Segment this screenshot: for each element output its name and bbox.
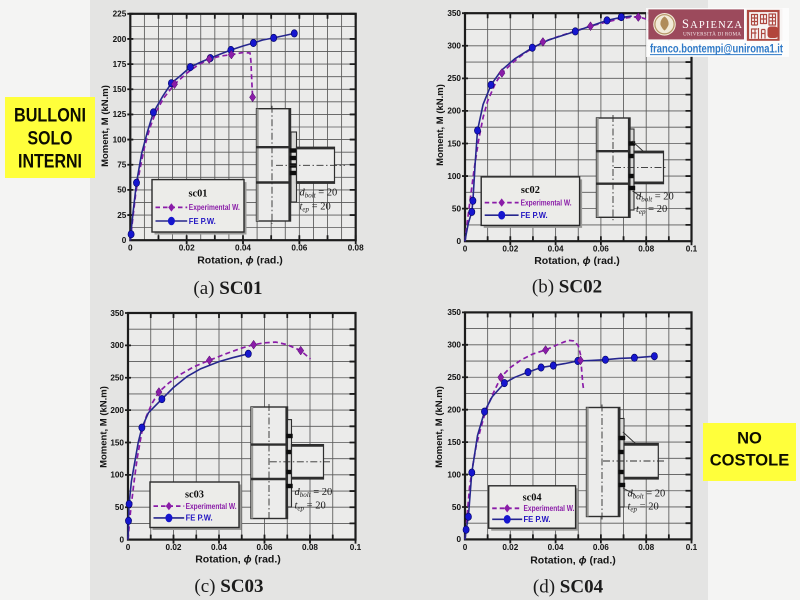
- svg-text:225: 225: [113, 10, 127, 19]
- svg-text:0.08: 0.08: [348, 244, 364, 253]
- svg-text:0: 0: [456, 237, 461, 246]
- svg-text:250: 250: [447, 74, 461, 83]
- svg-text:0: 0: [456, 535, 461, 544]
- svg-text:100: 100: [447, 470, 461, 479]
- svg-text:sc04: sc04: [523, 491, 542, 503]
- svg-text:100: 100: [110, 471, 124, 480]
- svg-text:(c) SC03: (c) SC03: [194, 576, 263, 597]
- svg-text:75: 75: [117, 161, 127, 170]
- svg-text:0: 0: [119, 535, 124, 544]
- svg-text:Rotation, ϕ (rad.): Rotation, ϕ (rad.): [530, 555, 616, 567]
- svg-text:250: 250: [447, 373, 461, 382]
- svg-text:Moment, M (kN.m): Moment, M (kN.m): [435, 84, 446, 166]
- svg-text:25: 25: [117, 211, 127, 220]
- svg-text:FE P.W.: FE P.W.: [521, 210, 548, 220]
- svg-text:0.1: 0.1: [686, 245, 698, 254]
- svg-text:350: 350: [447, 9, 461, 18]
- svg-text:0: 0: [463, 245, 468, 254]
- svg-text:250: 250: [110, 374, 124, 383]
- svg-text:FE P.W.: FE P.W.: [189, 216, 216, 226]
- svg-text:INTERNI: INTERNI: [18, 152, 82, 173]
- svg-text:FE P.W.: FE P.W.: [524, 514, 551, 524]
- svg-text:0.02: 0.02: [502, 543, 518, 552]
- svg-text:0.06: 0.06: [593, 245, 609, 254]
- svg-text:0: 0: [463, 543, 468, 552]
- svg-text:franco.bontempi@uniroma1.it: franco.bontempi@uniroma1.it: [650, 41, 783, 55]
- svg-text:100: 100: [447, 172, 461, 181]
- svg-text:300: 300: [447, 341, 461, 350]
- svg-text:300: 300: [447, 42, 461, 51]
- svg-text:(d) SC04: (d) SC04: [533, 577, 604, 598]
- svg-text:Experimental W.: Experimental W.: [189, 202, 240, 212]
- svg-text:0.1: 0.1: [350, 543, 362, 552]
- svg-text:150: 150: [113, 85, 127, 94]
- svg-text:0.1: 0.1: [686, 543, 698, 552]
- svg-text:0.06: 0.06: [593, 543, 609, 552]
- svg-text:NO: NO: [737, 430, 762, 448]
- svg-text:Experimental W.: Experimental W.: [524, 503, 575, 513]
- svg-text:100: 100: [113, 135, 127, 144]
- svg-text:0.04: 0.04: [548, 543, 564, 552]
- svg-text:0.04: 0.04: [235, 244, 251, 253]
- svg-text:175: 175: [113, 60, 127, 69]
- svg-text:150: 150: [447, 438, 461, 447]
- svg-text:Experimental W.: Experimental W.: [521, 197, 572, 207]
- svg-text:0.08: 0.08: [638, 543, 654, 552]
- svg-text:sc02: sc02: [521, 184, 540, 196]
- svg-text:150: 150: [447, 139, 461, 148]
- svg-text:sc01: sc01: [189, 188, 208, 200]
- svg-text:0.04: 0.04: [548, 245, 564, 254]
- svg-text:200: 200: [447, 107, 461, 116]
- svg-text:350: 350: [110, 309, 124, 318]
- svg-text:sc03: sc03: [185, 488, 204, 500]
- svg-text:125: 125: [113, 110, 127, 119]
- svg-text:50: 50: [452, 204, 462, 213]
- svg-text:Rotation, ϕ (rad.): Rotation, ϕ (rad.): [534, 255, 620, 267]
- svg-text:50: 50: [452, 503, 462, 512]
- svg-text:0.06: 0.06: [257, 543, 273, 552]
- svg-text:0.08: 0.08: [638, 245, 654, 254]
- svg-text:50: 50: [115, 503, 125, 512]
- svg-text:0.02: 0.02: [179, 244, 195, 253]
- svg-text:Rotation, ϕ (rad.): Rotation, ϕ (rad.): [197, 255, 283, 267]
- svg-text:SAPIENZA: SAPIENZA: [682, 17, 742, 31]
- svg-text:0.02: 0.02: [502, 245, 518, 254]
- svg-text:Experimental W.: Experimental W.: [186, 501, 237, 511]
- svg-text:FE P.W.: FE P.W.: [186, 513, 213, 523]
- svg-text:350: 350: [447, 308, 461, 317]
- svg-text:50: 50: [117, 186, 127, 195]
- svg-text:0.02: 0.02: [166, 543, 182, 552]
- svg-text:0.04: 0.04: [211, 543, 227, 552]
- svg-text:0.06: 0.06: [291, 244, 307, 253]
- svg-text:COSTOLE: COSTOLE: [710, 452, 789, 470]
- svg-text:150: 150: [110, 438, 124, 447]
- svg-text:0: 0: [126, 543, 131, 552]
- svg-text:0: 0: [128, 244, 133, 253]
- svg-text:UNIVERSITÀ DI ROMA: UNIVERSITÀ DI ROMA: [683, 30, 741, 38]
- svg-text:Moment, M (kN.m): Moment, M (kN.m): [434, 386, 445, 468]
- svg-text:300: 300: [110, 341, 124, 350]
- svg-text:200: 200: [110, 406, 124, 415]
- svg-text:Rotation, ϕ (rad.): Rotation, ϕ (rad.): [195, 554, 281, 566]
- svg-text:0: 0: [122, 236, 127, 245]
- svg-text:Moment, M (kN.m): Moment, M (kN.m): [100, 85, 111, 167]
- svg-text:BULLONI: BULLONI: [14, 106, 86, 127]
- svg-text:SOLO: SOLO: [28, 129, 73, 150]
- svg-text:(b) SC02: (b) SC02: [532, 277, 602, 298]
- svg-text:0.08: 0.08: [302, 543, 318, 552]
- svg-text:200: 200: [447, 406, 461, 415]
- svg-text:Moment, M (kN.m): Moment, M (kN.m): [99, 386, 110, 468]
- svg-text:200: 200: [113, 35, 127, 44]
- svg-text:(a) SC01: (a) SC01: [193, 278, 262, 299]
